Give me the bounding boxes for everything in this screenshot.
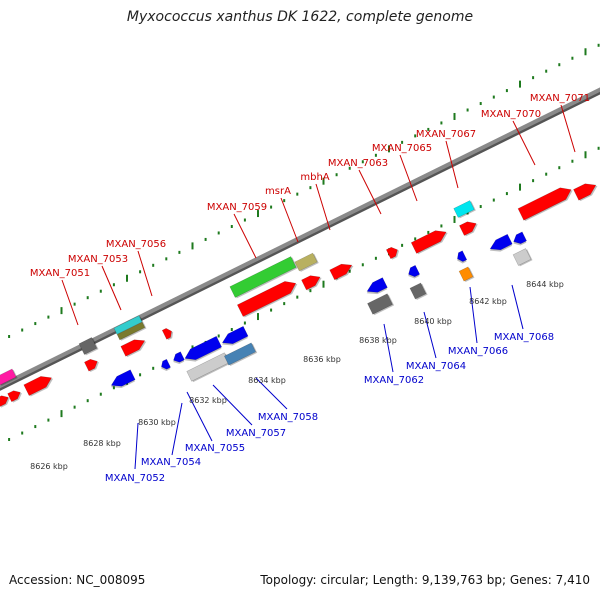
minus-gene-label: MXAN_7057	[226, 428, 286, 439]
minus-gene-label: MXAN_7052	[105, 473, 165, 484]
gene-plus-rna	[116, 321, 147, 341]
minus-gene-label-leader	[186, 391, 213, 442]
plus-gene-label: MXAN_7071	[530, 93, 590, 104]
gene-minus-orange	[458, 266, 475, 283]
minus-gene-label: MXAN_7064	[406, 361, 466, 372]
gene-minus	[221, 325, 249, 346]
gene-plus	[84, 358, 99, 373]
plus-gene-label-leader	[399, 154, 418, 202]
minus-gene-label-leader	[511, 284, 524, 330]
scale-label: 8626 kbp	[30, 462, 68, 471]
scale-label: 8628 kbp	[83, 439, 121, 448]
minus-gene-label-leader	[212, 384, 253, 426]
gene-plus-rna	[113, 315, 144, 336]
plus-gene-label: MXAN_7059	[207, 202, 267, 213]
gene-plus	[7, 390, 22, 403]
gene-minus	[184, 335, 223, 362]
gene-minus	[408, 264, 421, 279]
plus-gene-label: msrA	[265, 186, 291, 197]
gene-minus	[489, 233, 513, 252]
gene-plus-olive	[294, 252, 319, 272]
gene-plus-green	[229, 256, 298, 299]
gene-plus-pseudogene	[78, 337, 99, 356]
plus-gene-label: MXAN_7051	[30, 268, 90, 279]
gene-plus	[573, 183, 598, 202]
gene-minus	[366, 277, 388, 295]
plus-gene-label: MXAN_7053	[68, 254, 128, 265]
plus-gene-label-leader	[315, 183, 331, 231]
scale-label: 8638 kbp	[359, 336, 397, 345]
gene-plus	[301, 275, 322, 291]
gene-plus	[23, 376, 54, 397]
gene-plus	[161, 328, 174, 341]
gene-plus	[459, 221, 478, 237]
plus-gene-label-leader	[137, 250, 153, 297]
plus-gene-label: mbhA	[300, 172, 329, 183]
accession-label: Accession: NC_008095	[9, 573, 146, 587]
gene-plus	[385, 247, 400, 260]
gene-minus-pseudogene	[409, 282, 428, 300]
plus-gene-label-leader	[233, 213, 257, 259]
gene-minus	[457, 250, 468, 264]
plus-gene-label: MXAN_7056	[106, 239, 166, 250]
scale-labels: 8626 kbp 8628 kbp 8630 kbp 8632 kbp 8634 kbp…	[30, 280, 564, 471]
plus-gene-label-leader	[101, 265, 122, 311]
gene-minus-gray	[512, 248, 533, 267]
gene-plus	[517, 187, 573, 222]
map-title: Myxococcus xanthus DK 1622, complete gen…	[126, 9, 474, 25]
gene-plus-cyan	[453, 200, 476, 219]
minus-gene-label-leader	[423, 311, 437, 359]
minus-gene-label: MXAN_7062	[364, 375, 424, 386]
label-leaders	[61, 104, 576, 470]
scale-label: 8644 kbp	[526, 280, 564, 289]
plus-gene-label: MXAN_7063	[328, 158, 388, 169]
scale-label: 8630 kbp	[138, 418, 176, 427]
gene-plus-pink	[0, 368, 18, 386]
minus-gene-label-leader	[469, 286, 478, 344]
plus-gene-label-leader	[61, 279, 79, 326]
plus-gene-label: MXAN_7070	[481, 109, 541, 120]
topology-label: Topology: circular; Length: 9,139,763 bp…	[260, 573, 590, 587]
minus-gene-label: MXAN_7066	[448, 346, 508, 357]
scale-label: 8636 kbp	[303, 355, 341, 364]
minus-gene-label: MXAN_7055	[185, 443, 245, 454]
gene-plus	[329, 263, 354, 281]
scale-label: 8642 kbp	[469, 297, 507, 306]
gene-minus	[513, 231, 527, 246]
minus-gene-label: MXAN_7068	[494, 332, 554, 343]
minus-gene-label-leader	[255, 377, 288, 410]
backbone-line	[0, 87, 600, 389]
gene-plus	[410, 230, 448, 255]
minus-gene-label-leader	[171, 402, 183, 456]
plus-gene-label-leader	[512, 120, 536, 166]
minus-gene-label-leader	[134, 422, 139, 470]
gene-minus-pseudogene	[367, 293, 395, 316]
gene-labels: MXAN_7051 MXAN_7053 MXAN_7056 MXAN_7059 msrA…	[30, 93, 590, 484]
minus-gene-label: MXAN_7054	[141, 457, 201, 468]
gene-minus	[161, 358, 171, 371]
plus-gene-label: MXAN_7067	[416, 129, 476, 140]
gene-minus-steel	[224, 342, 258, 367]
plus-gene-label-leader	[358, 169, 382, 215]
minus-gene-label-leader	[383, 323, 394, 373]
scale-label: 8632 kbp	[189, 396, 227, 405]
gene-minus	[173, 351, 185, 365]
gene-plus	[0, 395, 10, 408]
scale-label: 8640 kbp	[414, 317, 452, 326]
plus-gene-label-leader	[280, 197, 299, 243]
plus-gene-label: MXAN_7065	[372, 143, 432, 154]
gene-features	[0, 183, 598, 408]
minus-gene-label: MXAN_7058	[258, 412, 318, 423]
lower-tick-track	[8, 146, 600, 442]
plus-gene-label-leader	[445, 140, 459, 189]
gene-plus	[120, 339, 147, 358]
plus-gene-label-leader	[560, 104, 576, 153]
gene-plus	[236, 281, 298, 318]
gene-minus	[110, 369, 136, 389]
scale-label: 8634 kbp	[248, 376, 286, 385]
upper-tick-track	[8, 43, 600, 339]
